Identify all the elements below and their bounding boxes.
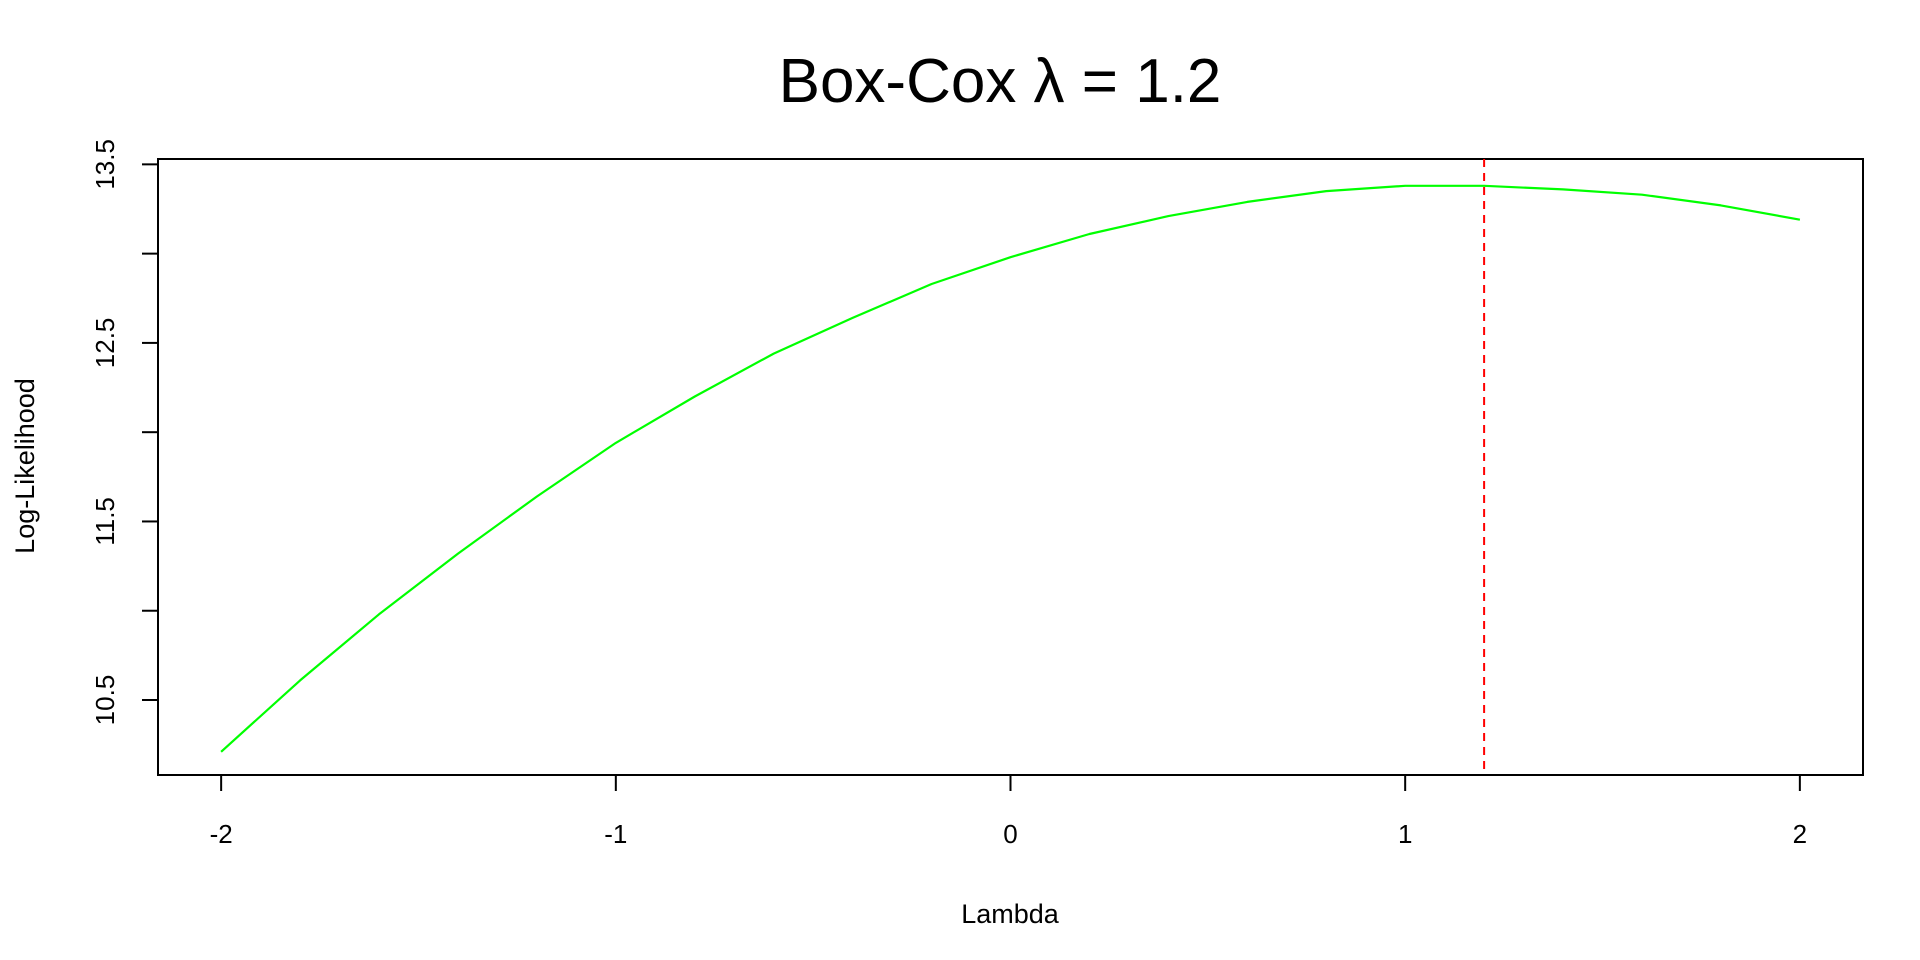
y-axis: 10.5 11.5 12.5 13.5 bbox=[90, 139, 159, 726]
x-axis-title: Lambda bbox=[961, 899, 1060, 929]
x-tick-label: 0 bbox=[1003, 819, 1017, 849]
x-tick-label: -2 bbox=[210, 819, 233, 849]
y-tick-label: 11.5 bbox=[90, 497, 120, 546]
x-tick-label: 2 bbox=[1793, 819, 1807, 849]
y-tick-label: 13.5 bbox=[90, 139, 120, 190]
plot-area bbox=[220, 159, 1801, 775]
x-tick-label: 1 bbox=[1398, 819, 1412, 849]
plot-frame bbox=[157, 158, 1864, 776]
y-axis-title: Log-Likelihood bbox=[10, 378, 40, 554]
y-tick-label: 12.5 bbox=[90, 318, 120, 369]
x-tick-label: -1 bbox=[604, 819, 627, 849]
x-axis: -2 -1 0 1 2 bbox=[210, 774, 1807, 849]
chart-title: Box-Cox λ = 1.2 bbox=[779, 47, 1222, 116]
y-tick-label: 10.5 bbox=[90, 675, 120, 726]
log-likelihood-curve bbox=[220, 184, 1801, 753]
